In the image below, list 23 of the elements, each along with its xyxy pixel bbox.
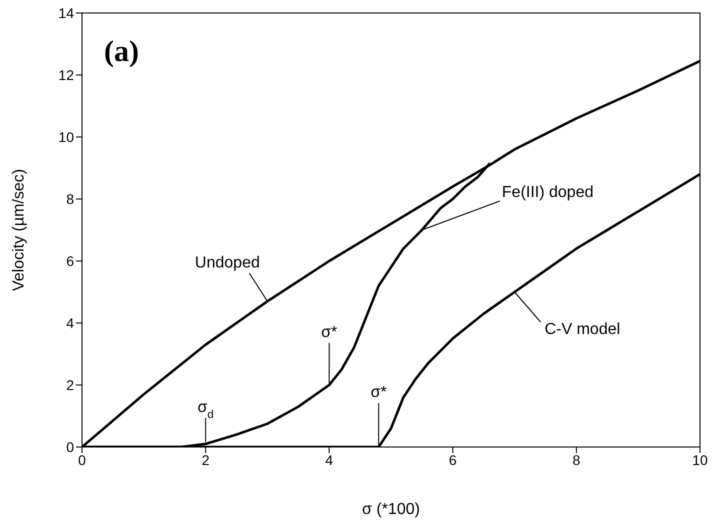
y-tick-label: 12 [58, 66, 74, 83]
y-tick-label: 6 [66, 252, 74, 269]
x-tick-label: 2 [202, 452, 210, 468]
x-tick-label: 0 [78, 452, 86, 468]
y-tick-label: 8 [66, 190, 74, 207]
annotation: σ* [321, 324, 338, 341]
y-tick-label: 4 [66, 314, 74, 331]
series-label: Fe(III) doped [502, 184, 594, 201]
annotation: σ$_{d}$ [198, 398, 214, 421]
x-tick-label: 8 [572, 452, 580, 468]
series-label: Undoped [194, 254, 260, 272]
x-axis-title: σ (*100) [362, 501, 420, 518]
y-axis-title: Velocity (µm/sec) [10, 168, 28, 292]
y-tick-label: 10 [58, 128, 74, 145]
x-tick-label: 10 [692, 452, 708, 468]
annotation: σ* [370, 384, 387, 401]
text: (a) [104, 35, 139, 68]
y-tick-label: 2 [66, 376, 74, 393]
x-tick-label: 6 [448, 452, 457, 468]
y-tick-label: 0 [66, 438, 74, 455]
y-tick-label: 14 [58, 4, 74, 21]
x-tick-label: 4 [325, 452, 334, 468]
text: C-V model [544, 321, 620, 338]
